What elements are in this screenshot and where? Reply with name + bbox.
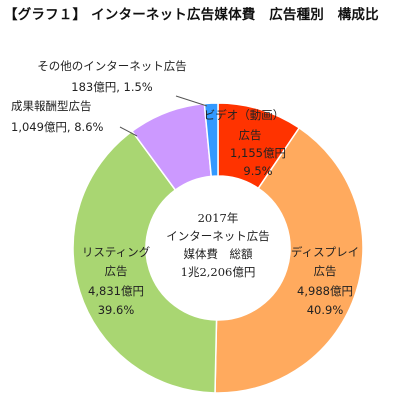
label-display-value: 4,988億円	[297, 284, 353, 298]
label-listing-value: 4,831億円	[88, 284, 144, 298]
label-display-name-2: 広告	[314, 264, 337, 278]
leader-line-other	[175, 95, 208, 107]
label-display-name-1: ディスプレイ	[291, 245, 359, 259]
center-label-line-4: 1兆2,206億円	[181, 265, 256, 279]
label-other-value: 183億円, 1.5%	[71, 80, 153, 94]
label-listing-name-2: 広告	[105, 264, 128, 278]
label-video-value: 1,155億円	[230, 146, 286, 160]
leader-line-performance	[119, 126, 138, 137]
center-label-line-1: 2017年	[198, 211, 239, 225]
label-listing-name-1: リスティング	[82, 245, 151, 259]
label-video-name-1: ビデオ（動画）	[204, 108, 285, 122]
slice-display	[214, 126, 364, 394]
label-display-percent: 40.9%	[307, 303, 344, 317]
label-performance-value: 1,049億円, 8.6%	[11, 120, 104, 134]
label-other-name: その他のインターネット広告	[37, 59, 187, 73]
center-label-line-2: インターネット広告	[166, 229, 270, 243]
chart-title: 【グラフ１】 インターネット広告媒体費 広告種別 構成比	[4, 7, 379, 23]
slice-listing	[72, 130, 218, 394]
center-label-line-3: 媒体費 総額	[184, 247, 253, 261]
label-performance-name: 成果報酬型広告	[11, 99, 92, 113]
label-video-name-2: 広告	[239, 128, 262, 142]
label-listing-percent: 39.6%	[98, 303, 135, 317]
slice-other	[203, 102, 219, 178]
label-video-percent: 9.5%	[243, 164, 272, 178]
